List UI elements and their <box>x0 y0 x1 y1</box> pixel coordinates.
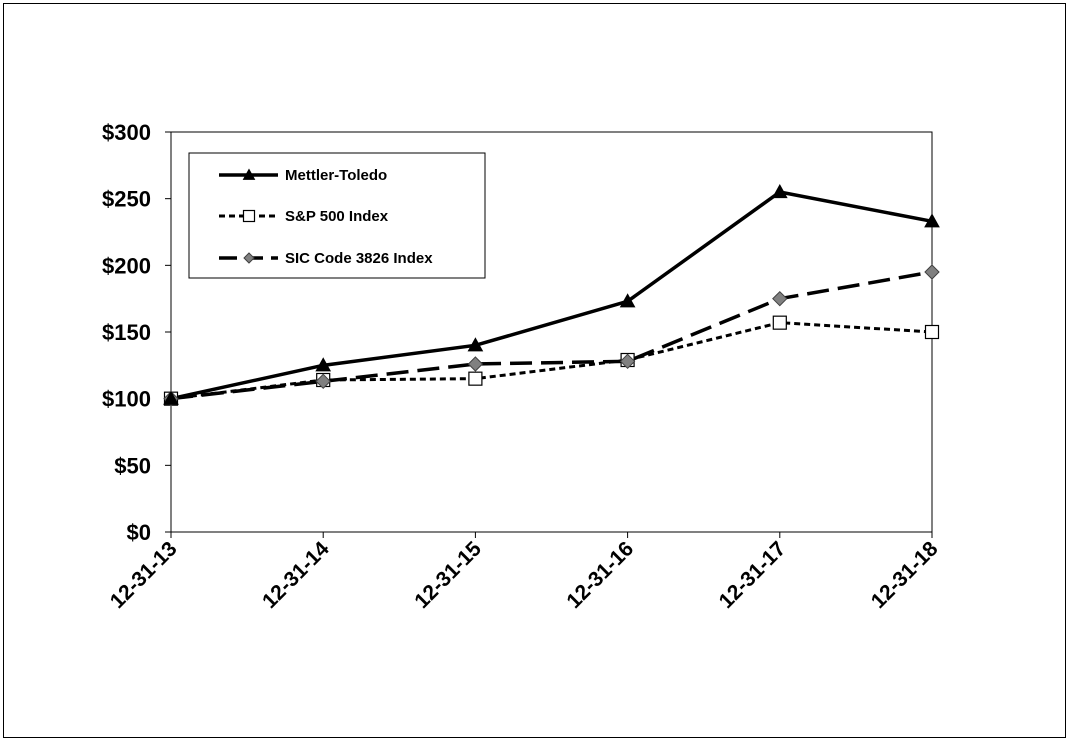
series-line-1 <box>170 321 933 401</box>
diamond-marker <box>619 353 636 370</box>
triangle-marker <box>924 213 940 228</box>
y-tick-label: $200 <box>102 253 151 278</box>
x-axis: 12-31-13 12-31-14 12-31-15 12-31-16 12-31-17… <box>106 532 943 613</box>
y-tick-label: $100 <box>102 387 151 412</box>
square-marker <box>924 324 940 340</box>
y-tick-label: $0 <box>127 520 151 545</box>
y-tick-label: $300 <box>102 120 151 145</box>
triangle-marker <box>619 293 636 308</box>
diamond-marker <box>772 290 788 307</box>
legend-label: Mettler-Toledo <box>285 167 387 184</box>
y-axis: $0 $50 $100 $150 $200 $250 $300 <box>102 120 171 545</box>
y-tick-label: $50 <box>114 453 151 478</box>
diamond-marker <box>315 373 331 390</box>
square-marker <box>468 371 483 386</box>
diamond-marker <box>243 252 255 264</box>
square-marker <box>242 209 256 223</box>
legend: Mettler-Toledo S&P 500 Index SIC Code 3826… <box>188 152 486 279</box>
x-tick-label: 12-31-14 <box>258 537 334 613</box>
triangle-marker <box>467 337 484 352</box>
triangle-marker <box>163 390 179 405</box>
x-tick-label: 12-31-17 <box>715 537 791 613</box>
legend-label: S&P 500 Index <box>285 208 389 225</box>
legend-label: SIC Code 3826 Index <box>285 250 433 267</box>
triangle-marker <box>771 183 788 199</box>
x-tick-label: 12-31-13 <box>106 537 182 613</box>
diamond-marker <box>924 264 940 280</box>
y-tick-label: $150 <box>102 320 151 345</box>
x-tick-label: 12-31-15 <box>410 537 486 613</box>
series-line-0 <box>170 190 933 401</box>
triangle-marker <box>315 357 332 372</box>
series-lines <box>170 190 933 401</box>
series-line-2 <box>170 270 933 401</box>
series-markers <box>163 183 940 407</box>
triangle-marker <box>242 168 256 180</box>
x-tick-label: 12-31-18 <box>867 537 943 613</box>
diamond-marker <box>467 356 484 372</box>
square-marker <box>772 315 787 330</box>
x-tick-label: 12-31-16 <box>562 537 638 613</box>
chart-frame <box>3 3 1066 738</box>
y-tick-label: $250 <box>102 187 151 212</box>
